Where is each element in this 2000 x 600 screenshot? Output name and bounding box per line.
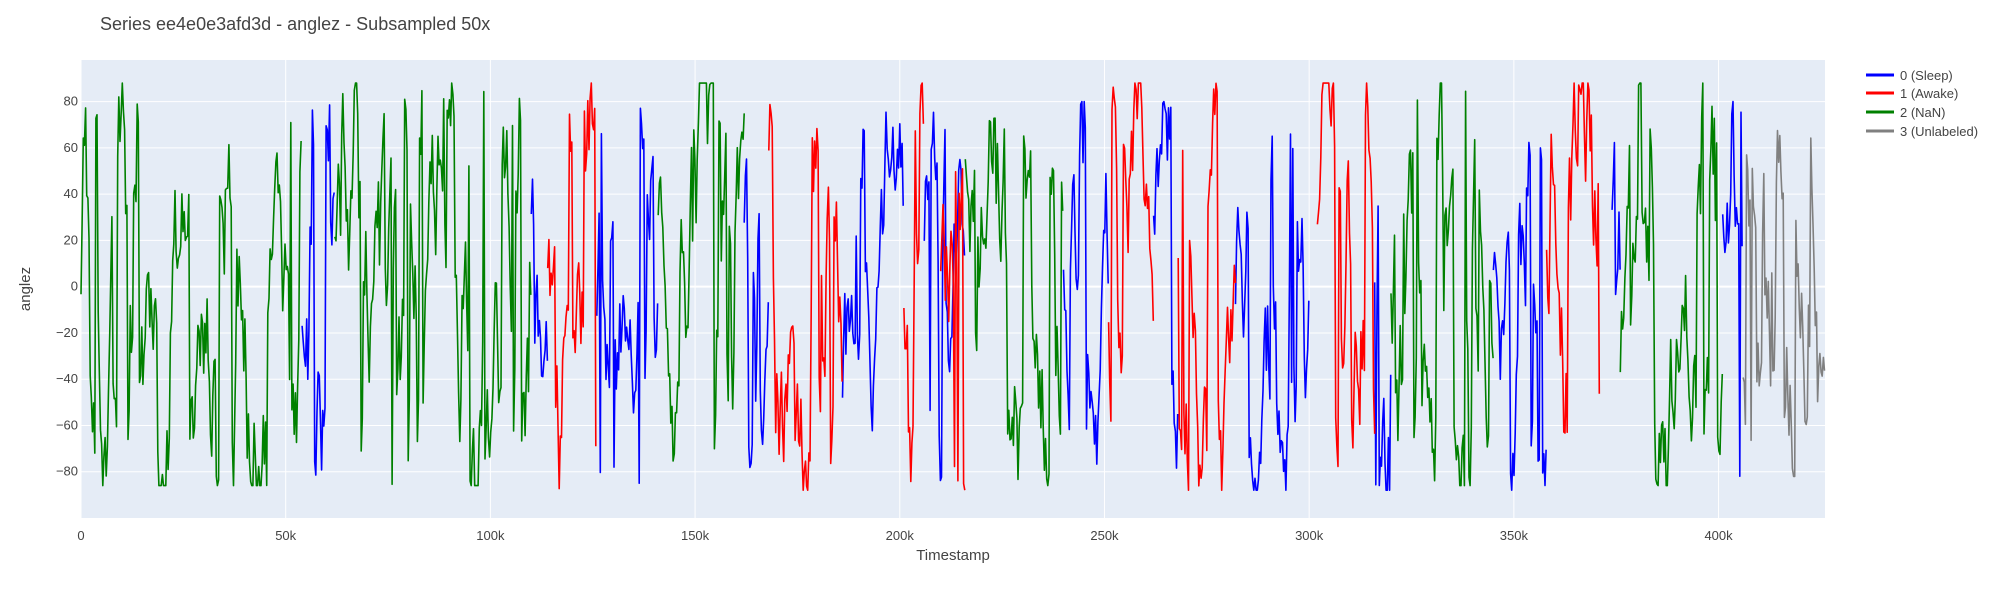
series-line-0-sleep xyxy=(1492,141,1547,492)
legend-item-unlabeled[interactable]: 3 (Unlabeled) xyxy=(1866,124,1978,139)
series-line-0-sleep xyxy=(301,104,335,476)
y-tick-label: −20 xyxy=(56,325,78,340)
series-line-0-sleep xyxy=(1373,205,1392,492)
y-tick-label: 80 xyxy=(64,94,78,109)
chart-title: Series ee4e0e3afd3d - anglez - Subsample… xyxy=(100,14,490,34)
legend-item-nan[interactable]: 2 (NaN) xyxy=(1866,105,1946,120)
x-axis-title: Timestamp xyxy=(916,547,990,564)
series-line-1-awake xyxy=(1107,82,1155,422)
y-axis-ticks: −80 −60 −40 −20 0 20 40 60 80 xyxy=(56,94,78,479)
y-tick-label: 0 xyxy=(71,279,78,294)
series-line-2-nan xyxy=(80,82,302,487)
x-tick-label: 0 xyxy=(77,528,84,543)
x-tick-label: 50k xyxy=(275,528,296,543)
x-tick-label: 400k xyxy=(1704,528,1733,543)
legend-label-awake: 1 (Awake) xyxy=(1900,86,1958,101)
x-tick-label: 250k xyxy=(1090,528,1119,543)
x-tick-label: 200k xyxy=(886,528,915,543)
legend-item-awake[interactable]: 1 (Awake) xyxy=(1866,86,1958,101)
series-line-1-awake xyxy=(1316,82,1376,468)
series-line-1-awake xyxy=(1177,82,1237,492)
x-tick-label: 150k xyxy=(681,528,710,543)
y-tick-label: −80 xyxy=(56,464,78,479)
series-line-2-nan xyxy=(964,117,1064,487)
series-line-0-sleep xyxy=(596,107,659,485)
series-line-0-sleep xyxy=(743,158,770,469)
legend-label-unlabeled: 3 (Unlabeled) xyxy=(1900,124,1978,139)
x-tick-label: 350k xyxy=(1500,528,1529,543)
series-line-0-sleep xyxy=(1721,100,1743,478)
y-tick-label: 20 xyxy=(64,232,78,247)
legend[interactable]: 0 (Sleep) 1 (Awake) 2 (NaN) 3 (Unlabeled… xyxy=(1866,68,1978,139)
series-line-3-unlabeled xyxy=(1742,129,1826,478)
series-line-0-sleep xyxy=(1611,141,1621,296)
y-tick-label: 60 xyxy=(64,140,78,155)
series-line-2-nan xyxy=(1390,82,1494,487)
series-line-0-sleep xyxy=(530,178,549,378)
series-line-2-nan xyxy=(1619,82,1724,487)
series-line-0-sleep xyxy=(1234,133,1310,492)
series-line-0-sleep xyxy=(923,111,966,482)
series-line-1-awake xyxy=(768,103,843,492)
series-line-0-sleep xyxy=(1062,100,1109,465)
series-line-1-awake xyxy=(546,82,597,490)
x-axis-ticks: 0 50k 100k 150k 200k 250k 300k 350k 400k xyxy=(77,528,1733,543)
y-tick-label: 40 xyxy=(64,186,78,201)
x-tick-label: 300k xyxy=(1295,528,1324,543)
series-layer xyxy=(80,82,1826,492)
y-tick-label: −60 xyxy=(56,417,78,432)
legend-label-nan: 2 (NaN) xyxy=(1900,105,1946,120)
series-line-0-sleep xyxy=(841,111,904,432)
series-line-2-nan xyxy=(334,82,532,487)
y-tick-label: −40 xyxy=(56,371,78,386)
series-line-2-nan xyxy=(657,82,745,462)
series-line-1-awake xyxy=(1545,82,1601,434)
y-axis-title: anglez xyxy=(17,267,34,311)
x-tick-label: 100k xyxy=(476,528,505,543)
series-line-1-awake xyxy=(903,82,925,483)
series-line-0-sleep xyxy=(1152,100,1179,469)
series-line-1-awake xyxy=(939,168,966,491)
legend-label-sleep: 0 (Sleep) xyxy=(1900,68,1953,83)
legend-item-sleep[interactable]: 0 (Sleep) xyxy=(1866,68,1953,83)
